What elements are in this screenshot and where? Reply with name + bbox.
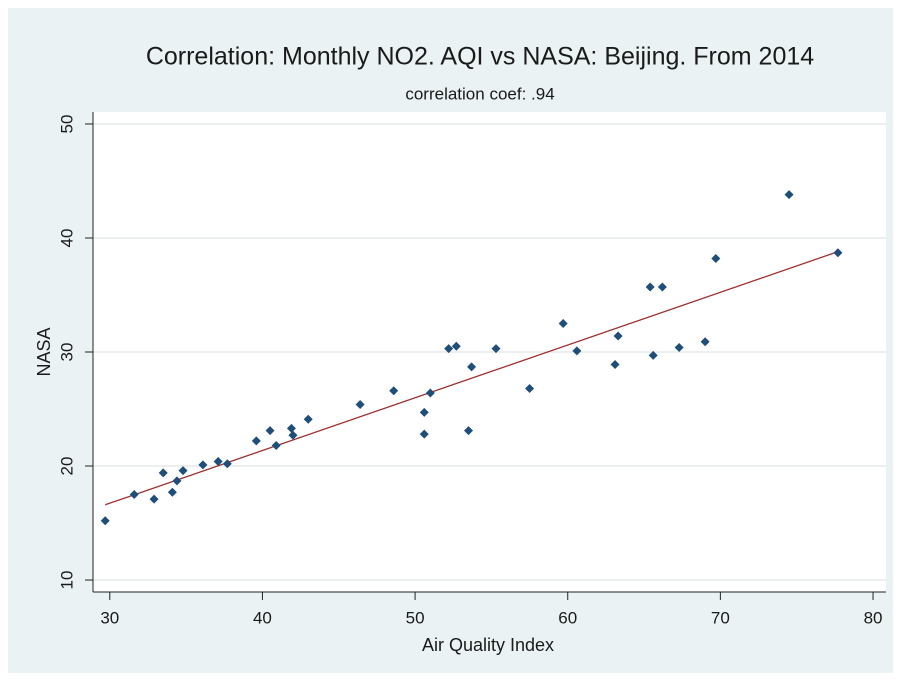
x-tick-label: 30: [100, 608, 119, 627]
point: [286, 423, 296, 433]
x-tick-label: 40: [253, 608, 272, 627]
point: [833, 248, 843, 258]
x-tick-label: 60: [558, 608, 577, 627]
point: [100, 516, 110, 526]
point: [251, 436, 261, 446]
point: [129, 490, 139, 500]
point: [265, 426, 275, 436]
point: [700, 337, 710, 347]
point: [451, 341, 461, 351]
point: [198, 460, 208, 470]
point: [222, 459, 232, 469]
y-tick-label: 10: [57, 571, 76, 590]
y-tick-label: 40: [57, 229, 76, 248]
point: [444, 344, 454, 354]
x-tick-label: 50: [406, 608, 425, 627]
chart-subtitle: correlation coef: .94: [405, 84, 554, 103]
point: [158, 468, 168, 478]
point: [525, 383, 535, 393]
point: [172, 476, 182, 486]
point: [149, 494, 159, 504]
point: [389, 386, 399, 396]
point: [674, 342, 684, 352]
point: [425, 388, 435, 398]
point: [784, 190, 794, 200]
point: [558, 318, 568, 328]
point: [213, 456, 223, 466]
x-tick-label: 80: [864, 608, 883, 627]
point: [572, 346, 582, 356]
point: [657, 282, 667, 292]
point: [167, 487, 177, 497]
point: [648, 350, 658, 360]
point: [178, 466, 188, 476]
point: [288, 430, 298, 440]
point: [303, 414, 313, 424]
y-tick-label: 30: [57, 343, 76, 362]
point: [467, 362, 477, 372]
y-axis-label: NASA: [34, 327, 54, 376]
x-axis-label: Air Quality Index: [422, 635, 554, 655]
point: [610, 360, 620, 370]
chart-title: Correlation: Monthly NO2. AQI vs NASA: B…: [146, 43, 814, 71]
point: [491, 344, 501, 354]
y-tick-label: 50: [57, 115, 76, 134]
point: [645, 282, 655, 292]
point: [271, 440, 281, 450]
point: [419, 407, 429, 417]
y-tick-label: 20: [57, 457, 76, 476]
point: [419, 429, 429, 439]
x-tick-label: 70: [711, 608, 730, 627]
point: [464, 426, 474, 436]
point: [355, 399, 365, 409]
point: [711, 254, 721, 264]
point: [613, 331, 623, 341]
